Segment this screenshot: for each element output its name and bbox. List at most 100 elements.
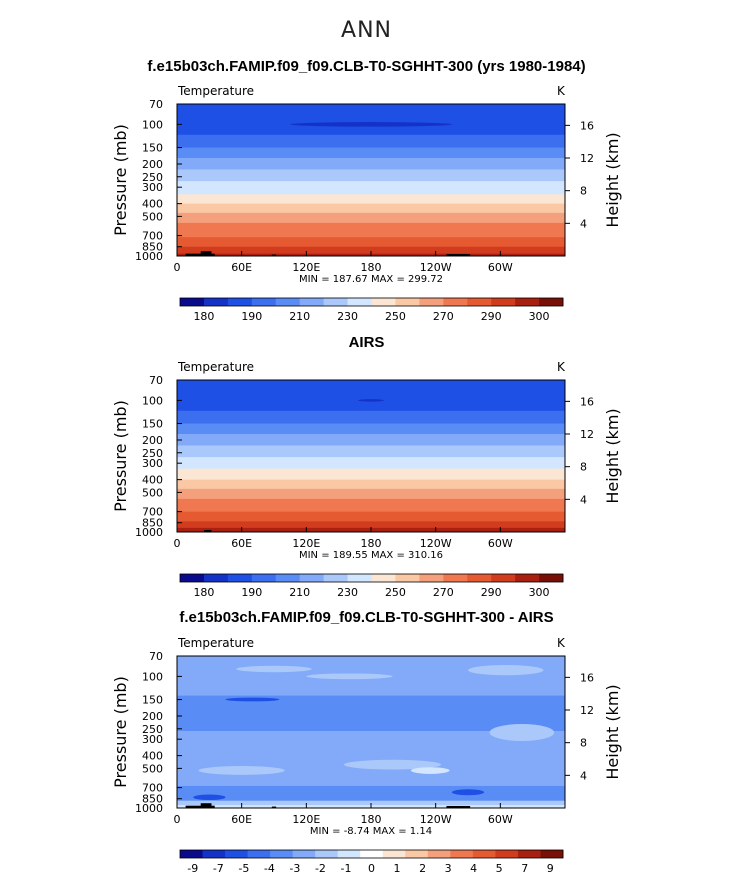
colorbar-swatch [540,850,564,858]
colorbar-swatch [180,850,203,858]
topography-mask [271,806,277,808]
y-axis-right-label: Height (km) [603,132,622,227]
panel-1-title: f.e15b03ch.FAMIP.f09_f09.CLB-T0-SGHHT-30… [147,58,586,75]
contour-band [177,246,565,255]
contour-band [177,134,565,149]
colorbar-label: 300 [529,586,550,599]
colorbar-frame [179,849,564,859]
colorbar-swatch [225,850,248,858]
colorbar-label: 5 [496,862,503,872]
colorbar-label: 250 [385,310,406,323]
x-tick-label: 120E [292,261,320,274]
y-tick-label: 1000 [135,526,163,539]
y-tick-label: 70 [149,650,163,663]
colorbar-label: 2 [419,862,426,872]
y-tick-label: 300 [142,457,163,470]
min-max-stats: MIN = 187.67 MAX = 299.72 [299,274,443,285]
topography-mask [271,254,277,256]
contour-band [177,521,565,529]
contour-feature [410,767,450,774]
contour-band [177,445,565,458]
x-tick-label: 60W [488,813,513,826]
colorbar-swatch [467,574,492,582]
colorbar-swatch [323,574,348,582]
y-tick-label: 200 [142,158,163,171]
contour-band [177,181,565,195]
contour-band [177,511,565,522]
contour-feature [358,399,384,402]
colorbar-swatch [270,850,294,858]
height-tick-label: 4 [580,769,587,782]
contour-feature [193,794,226,801]
y-tick-label: 200 [142,710,163,723]
contour-band [177,157,565,170]
colorbar-frame [179,297,564,307]
colorbar-label: -2 [315,862,326,872]
y-tick-label: 150 [142,142,163,155]
colorbar-swatch [299,574,325,582]
contour-band [177,457,565,470]
y-tick-label: 850 [142,793,163,806]
height-tick-label: 12 [580,704,594,717]
colorbar-label: 4 [470,862,477,872]
variable-label: Temperature [177,84,254,98]
contour-band [177,169,565,182]
colorbar-swatch [247,850,271,858]
plot-area [177,380,565,532]
min-max-stats: MIN = -8.74 MAX = 1.14 [310,826,432,837]
colorbar-label: 290 [481,586,502,599]
colorbar-swatch [202,850,226,858]
y-axis-right-label: Height (km) [603,684,622,779]
contour-feature [306,673,393,680]
panel-3-title: f.e15b03ch.FAMIP.f09_f09.CLB-T0-SGHHT-30… [179,609,554,626]
colorbar-swatch [515,298,540,306]
y-tick-label: 400 [142,198,163,211]
colorbar-swatch [337,850,361,858]
topography-mask [200,803,212,808]
contour-band [177,212,565,224]
y-tick-label: 200 [142,434,163,447]
topography-mask [200,251,212,256]
panel-2-title: AIRS [348,334,385,351]
panel-3: Temperature K7010015020025030040050070085… [111,636,622,872]
colorbar-swatch [491,574,516,582]
colorbar-swatch [491,298,516,306]
colorbar-label: -5 [238,862,249,872]
x-tick-label: 180 [361,537,382,550]
height-tick-label: 4 [580,217,587,230]
colorbar-swatch [467,298,492,306]
contour-band [177,785,565,802]
topography-mask [446,805,471,808]
y-tick-label: 70 [149,374,163,387]
contour-band [177,488,565,500]
x-tick-label: 0 [174,537,181,550]
colorbar-label: -9 [187,862,198,872]
colorbar-frame [179,573,564,583]
contour-feature [198,766,285,775]
x-tick-label: 60W [488,537,513,550]
height-tick-label: 8 [580,185,587,198]
contour-band [177,194,565,205]
y-tick-label: 250 [142,171,163,184]
y-tick-label: 500 [142,210,163,223]
colorbar-label: 3 [445,862,452,872]
x-tick-label: 120W [420,813,452,826]
contour-band [177,410,565,425]
y-axis-right-label: Height (km) [603,408,622,503]
colorbar-swatch [299,298,325,306]
colorbar-swatch [371,298,396,306]
units-label: K [557,636,566,650]
colorbar-swatch [227,574,253,582]
y-tick-label: 300 [142,181,163,194]
colorbar-swatch [347,298,372,306]
colorbar-swatch [371,574,396,582]
x-tick-label: 180 [361,261,382,274]
colorbar-label: -3 [289,862,300,872]
topography-mask [446,253,471,256]
colorbar-swatch [360,850,384,858]
colorbar-label: 270 [433,310,454,323]
height-tick-label: 16 [580,671,594,684]
topography-mask [185,253,215,256]
contour-band [177,104,565,136]
y-tick-label: 70 [149,98,163,111]
